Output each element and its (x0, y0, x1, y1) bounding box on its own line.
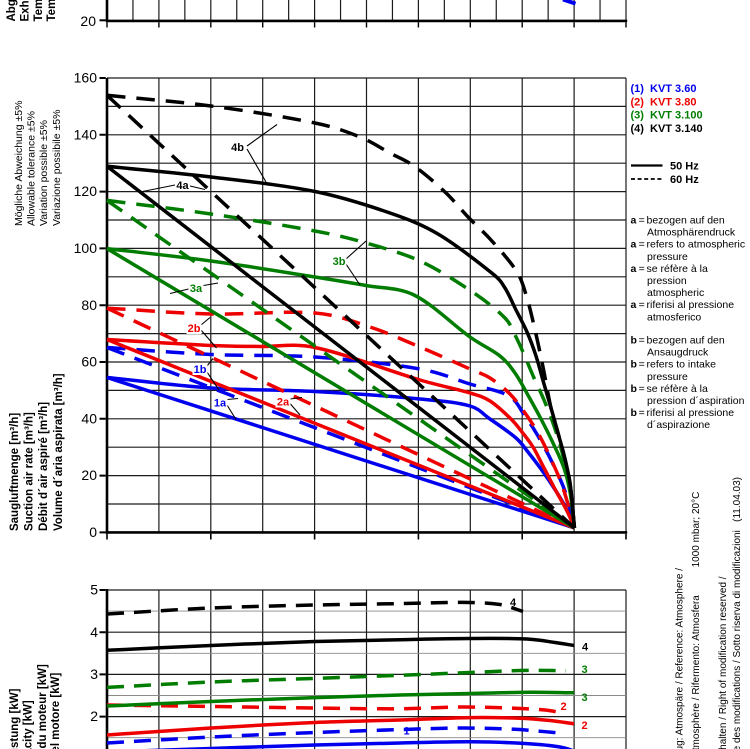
svg-text:Variation possible ±5%: Variation possible ±5% (38, 120, 50, 226)
svg-text:KVT 3.140: KVT 3.140 (650, 123, 703, 135)
svg-text:1b: 1b (194, 364, 207, 376)
svg-text:Débit d´air aspiré [m³/h]: Débit d´air aspiré [m³/h] (38, 402, 50, 531)
svg-text:pressure: pressure (647, 251, 688, 263)
svg-text:50 Hz: 50 Hz (670, 161, 699, 173)
svg-text:KVT 3.80: KVT 3.80 (650, 96, 696, 108)
svg-text:100: 100 (74, 240, 98, 256)
svg-text:KVT 3.100: KVT 3.100 (650, 110, 703, 122)
svg-text:Suction air rate [m³/h]: Suction air rate [m³/h] (23, 412, 35, 531)
svg-text:Saugluftmenge [m³/h]: Saugluftmenge [m³/h] (9, 413, 21, 531)
svg-text:Mögliche Abweichung ±5%: Mögliche Abweichung ±5% (13, 101, 25, 226)
svg-text:=: = (639, 335, 645, 347)
svg-text:atmospheric: atmospheric (647, 287, 704, 299)
svg-text:bezogen auf den: bezogen auf den (647, 335, 725, 347)
svg-text:d´aspirazione: d´aspirazione (647, 419, 710, 431)
svg-text:pression: pression (647, 275, 687, 287)
svg-text:60 Hz: 60 Hz (670, 174, 699, 186)
svg-text:3b: 3b (333, 256, 346, 268)
svg-text:=: = (639, 215, 645, 227)
svg-text:riferisi al pressione: riferisi al pressione (647, 407, 735, 419)
svg-text:riferisi al pressione: riferisi al pressione (647, 299, 735, 311)
svg-text:2: 2 (90, 708, 98, 724)
svg-text:Sous réserve des modifications: Sous réserve des modifications / Sotto r… (732, 477, 743, 749)
svg-text:Atmosphärendruck: Atmosphärendruck (647, 227, 736, 239)
svg-text:a: a (631, 239, 637, 251)
svg-text:4: 4 (90, 624, 98, 640)
svg-text:bezogen auf den: bezogen auf den (647, 215, 725, 227)
svg-text:=: = (639, 239, 645, 251)
svg-text:(1): (1) (631, 83, 645, 95)
svg-text:Référence: Atmosphère / Riferm: Référence: Atmosphère / Rifermento: Atmo… (691, 492, 702, 749)
svg-text:1: 1 (403, 726, 409, 738)
svg-text:pressure: pressure (647, 371, 688, 383)
svg-text:3: 3 (581, 692, 587, 704)
svg-text:5: 5 (90, 582, 98, 598)
svg-text:(3): (3) (631, 110, 645, 122)
svg-text:atmosferico: atmosferico (647, 311, 701, 323)
svg-text:Abgastemperatur [°C]: Abgastemperatur [°C] (6, 0, 18, 22)
svg-text:20: 20 (80, 13, 96, 29)
svg-text:60: 60 (81, 354, 97, 370)
svg-text:2: 2 (581, 720, 587, 732)
svg-text:Température d´échappement [°C]: Température d´échappement [°C] (33, 0, 45, 22)
svg-text:20: 20 (81, 467, 97, 483)
svg-text:Puissance du moteur [kW]: Puissance du moteur [kW] (37, 664, 49, 749)
svg-text:2b: 2b (188, 323, 201, 335)
svg-text:=: = (639, 383, 645, 395)
svg-text:=: = (639, 359, 645, 371)
svg-text:4: 4 (510, 597, 517, 609)
svg-text:(4): (4) (631, 123, 645, 135)
svg-text:=: = (639, 299, 645, 311)
svg-text:a: a (631, 299, 637, 311)
svg-text:a: a (631, 263, 637, 275)
svg-text:=: = (639, 407, 645, 419)
svg-text:2: 2 (560, 701, 566, 713)
svg-text:Motor capacity [kW]: Motor capacity [kW] (23, 700, 35, 749)
svg-text:40: 40 (81, 410, 97, 426)
svg-text:Temperatura di scarico [°C]: Temperatura di scarico [°C] (46, 0, 58, 22)
svg-text:Exhaust temperature [°C]: Exhaust temperature [°C] (20, 0, 32, 22)
svg-text:Ansaugdruck: Ansaugdruck (647, 347, 709, 359)
svg-text:b: b (631, 407, 637, 419)
svg-text:se réfère à la: se réfère à la (647, 263, 708, 275)
svg-text:refers to atmospheric: refers to atmospheric (647, 239, 746, 251)
svg-text:140: 140 (74, 126, 98, 142)
svg-text:b: b (631, 383, 637, 395)
svg-text:b: b (631, 359, 637, 371)
svg-text:0: 0 (89, 524, 97, 540)
svg-text:refers to intake: refers to intake (647, 359, 717, 371)
svg-text:Variazione possibile ±5%: Variazione possibile ±5% (51, 110, 63, 226)
svg-text:160: 160 (74, 70, 98, 86)
svg-text:1a: 1a (214, 398, 227, 410)
svg-text:se réfère à la: se réfère à la (647, 383, 708, 395)
svg-text:KVT 3.60: KVT 3.60 (650, 83, 696, 95)
svg-text:(2): (2) (631, 96, 645, 108)
svg-text:Volume d´aria aspirata [m³/h]: Volume d´aria aspirata [m³/h] (53, 373, 65, 531)
svg-text:b: b (631, 335, 637, 347)
svg-text:pression d´aspiration: pression d´aspiration (647, 395, 745, 407)
svg-text:Motorleistung [kW]: Motorleistung [kW] (9, 688, 21, 749)
svg-text:3a: 3a (190, 283, 203, 295)
svg-text:80: 80 (81, 297, 97, 313)
svg-text:a: a (631, 215, 637, 227)
svg-text:3: 3 (90, 666, 98, 682)
svg-text:Potenza del motore [kW]: Potenza del motore [kW] (50, 673, 62, 749)
svg-text:2a: 2a (277, 397, 290, 409)
svg-text:Bezug: Atmospäre / Reference:: Bezug: Atmospäre / Reference: Atmosphere… (675, 568, 686, 749)
svg-text:Allowable tolerance ±5%: Allowable tolerance ±5% (26, 111, 38, 226)
svg-text:3: 3 (581, 664, 587, 676)
svg-text:4b: 4b (231, 142, 244, 154)
svg-text:Änderungen vorbehalten / Right: Änderungen vorbehalten / Right of modifi… (717, 576, 729, 749)
svg-text:=: = (639, 263, 645, 275)
svg-text:120: 120 (74, 183, 98, 199)
svg-text:4: 4 (582, 642, 589, 654)
svg-text:4a: 4a (176, 180, 189, 192)
